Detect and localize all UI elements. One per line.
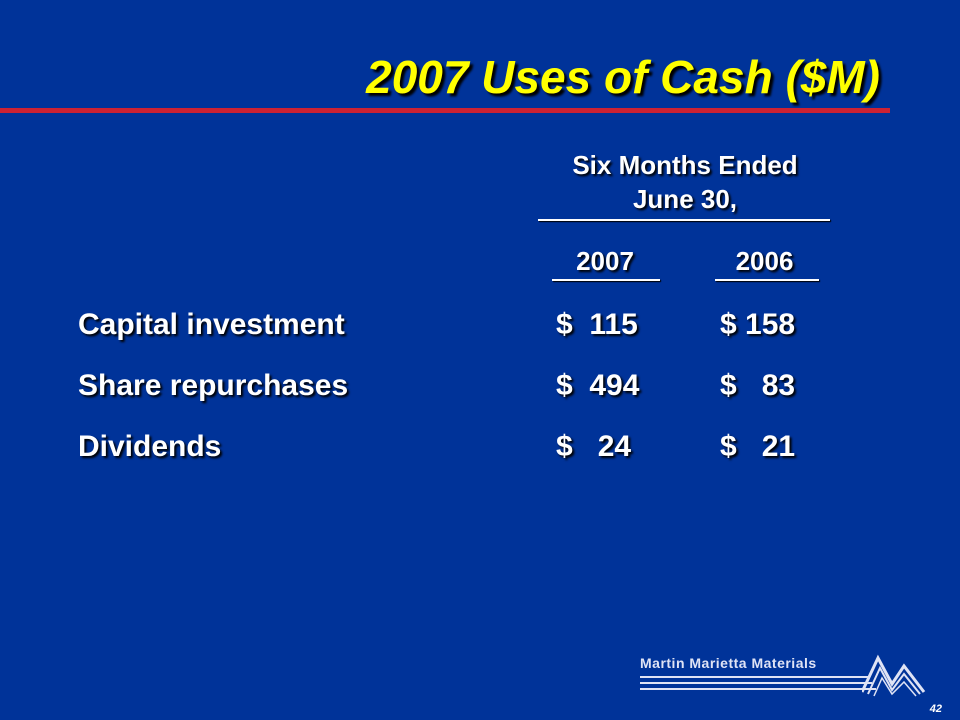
logo-line-3 <box>640 688 876 690</box>
column-2007-rule <box>552 279 660 281</box>
period-header: Six Months Ended June 30, <box>520 148 850 216</box>
row-label-share-repurchases: Share repurchases <box>78 369 349 402</box>
cell-dividends-2007: $ 24 <box>556 430 632 463</box>
cell-capital-2007: $ 115 <box>556 308 638 341</box>
period-header-rule <box>538 219 830 221</box>
slide-title: 2007 Uses of Cash ($M) <box>366 51 880 103</box>
logo-line-1 <box>640 676 868 678</box>
mountain-peaks-icon <box>862 654 926 697</box>
period-header-line1: Six Months Ended <box>572 150 798 180</box>
logo-line-2 <box>640 682 872 684</box>
column-header-2006: 2006 <box>735 246 794 276</box>
period-header-line2: June 30, <box>632 184 738 214</box>
company-logo-text: Martin Marietta Materials <box>640 655 817 671</box>
column-header-2007: 2007 <box>576 246 634 276</box>
row-label-dividends: Dividends <box>78 430 222 463</box>
cell-repurchases-2006: $ 83 <box>720 369 796 402</box>
cell-dividends-2006: $ 21 <box>720 430 796 463</box>
column-2006-rule <box>715 279 819 281</box>
page-number: 42 <box>929 703 942 715</box>
title-underline-rule <box>0 108 890 113</box>
cell-repurchases-2007: $ 494 <box>556 369 640 402</box>
cell-capital-2006: $ 158 <box>720 308 796 341</box>
row-label-capital-investment: Capital investment <box>78 308 345 341</box>
